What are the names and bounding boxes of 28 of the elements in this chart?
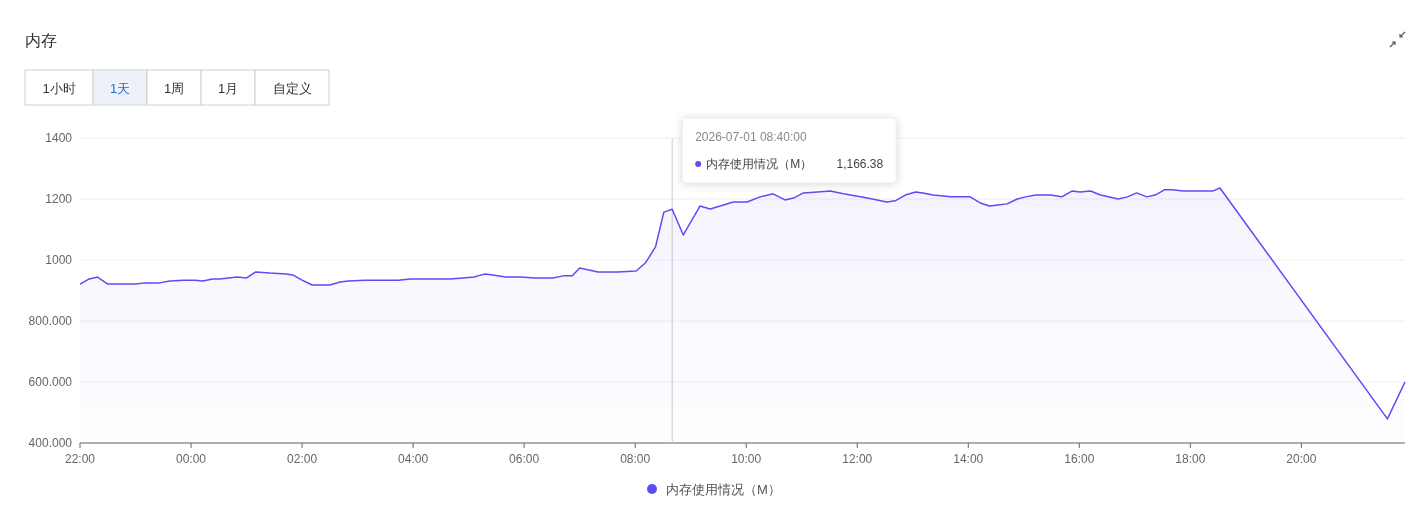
text: 1月 (217, 81, 239, 96)
x-tick-label: 14:00 (953, 452, 984, 466)
y-tick-label: 1400 (45, 131, 73, 145)
x-tick-label: 06:00 (509, 452, 540, 466)
chart-title: 内存 (25, 32, 57, 49)
y-tick-label: 800.000 (28, 314, 73, 328)
x-tick-label: 10:00 (731, 452, 762, 466)
x-tick-label: 18:00 (1175, 452, 1206, 466)
y-tick-label: 600.000 (28, 375, 73, 389)
text: 1天 (109, 81, 131, 96)
text: 1小时 (42, 81, 76, 96)
x-tick-label: 16:00 (1064, 452, 1095, 466)
annotation: 内存使用情况（M） (706, 157, 813, 171)
x-tick-label: 08:00 (620, 452, 651, 466)
text: 自定义 (272, 81, 312, 96)
x-tick-label: 12:00 (842, 452, 873, 466)
x-tick-label: 20:00 (1286, 452, 1317, 466)
y-tick-label: 1200 (45, 192, 73, 206)
text: 1周 (163, 81, 185, 96)
legend-label: 内存使用情况（M） (666, 482, 781, 497)
x-tick-label: 02:00 (287, 452, 318, 466)
annotation: 2026-07-01 08:40:00 (695, 130, 807, 144)
y-tick-label: 400.000 (28, 436, 73, 450)
x-tick-label: 00:00 (176, 452, 207, 466)
y-tick-label: 1000 (45, 253, 73, 267)
x-tick-label: 22:00 (64, 452, 96, 466)
annotation: 1,166.38 (836, 157, 884, 171)
x-tick-label: 04:00 (398, 452, 429, 466)
